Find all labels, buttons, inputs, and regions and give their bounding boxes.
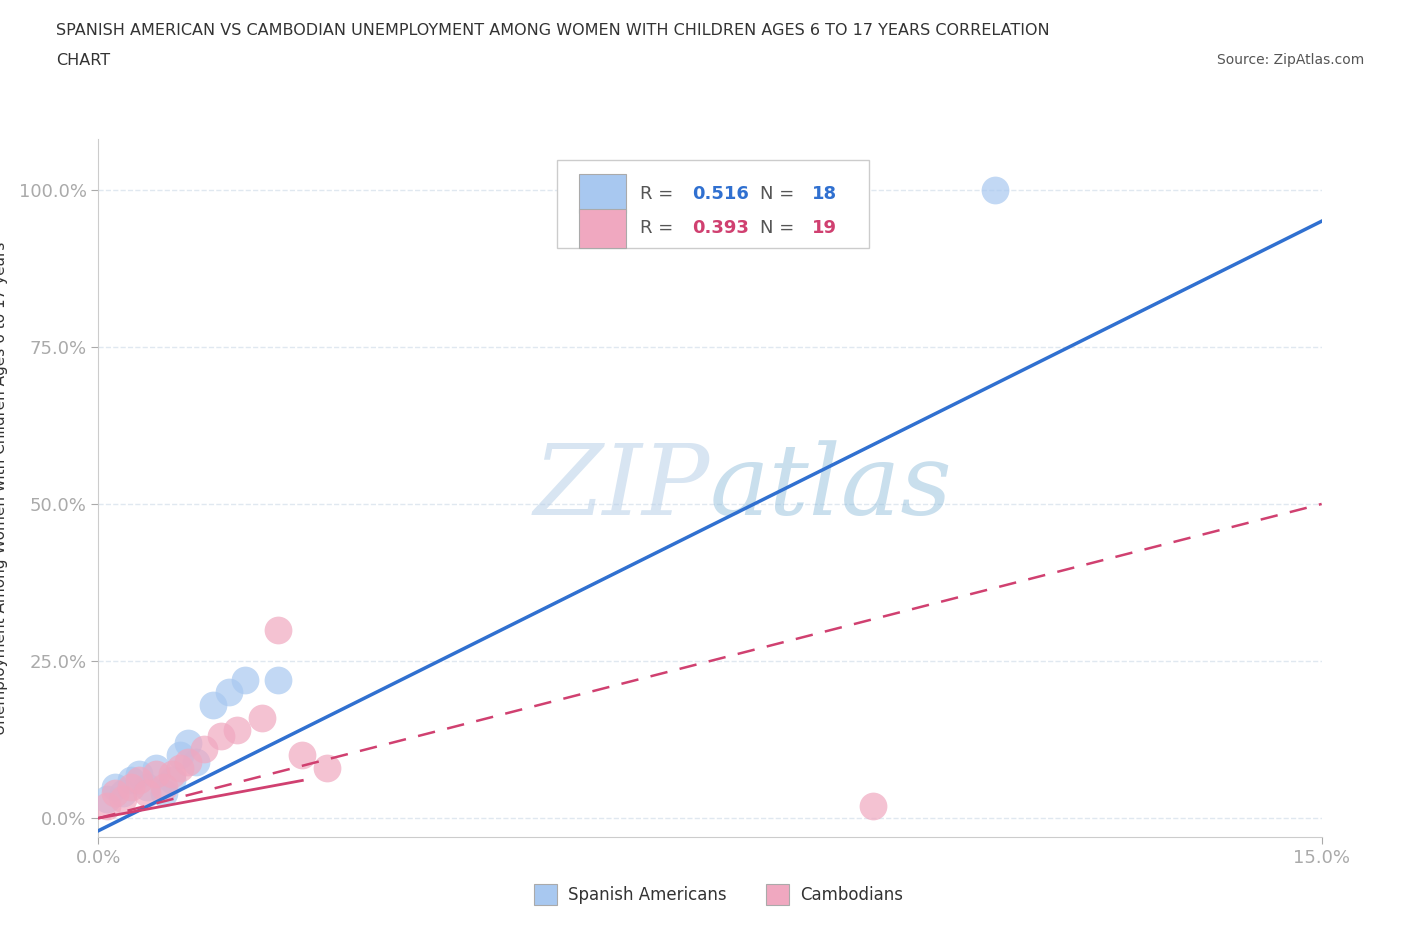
- Text: 18: 18: [811, 184, 837, 203]
- Text: CHART: CHART: [56, 53, 110, 68]
- FancyBboxPatch shape: [557, 161, 869, 247]
- Text: Spanish Americans: Spanish Americans: [568, 885, 727, 904]
- Point: [128, 773, 150, 788]
- Point: [160, 773, 183, 788]
- Point: [96, 798, 118, 813]
- Text: Source: ZipAtlas.com: Source: ZipAtlas.com: [1216, 53, 1364, 67]
- Point: [120, 779, 142, 794]
- Point: [152, 779, 174, 794]
- Point: [267, 672, 290, 687]
- Point: [233, 672, 256, 687]
- Text: Cambodians: Cambodians: [800, 885, 903, 904]
- Point: [136, 779, 159, 794]
- Point: [186, 754, 208, 769]
- Text: N =: N =: [761, 219, 800, 237]
- Point: [267, 622, 290, 637]
- Point: [169, 748, 191, 763]
- Point: [120, 773, 142, 788]
- Point: [96, 791, 118, 806]
- Point: [177, 736, 200, 751]
- Text: R =: R =: [640, 219, 679, 237]
- Point: [201, 698, 224, 712]
- Point: [862, 798, 884, 813]
- Text: ZIP: ZIP: [534, 441, 710, 536]
- Text: atlas: atlas: [710, 441, 953, 536]
- Text: 19: 19: [811, 219, 837, 237]
- Point: [218, 685, 240, 700]
- Point: [315, 761, 337, 776]
- Point: [193, 741, 215, 756]
- Point: [984, 182, 1007, 197]
- Point: [104, 786, 127, 801]
- Text: SPANISH AMERICAN VS CAMBODIAN UNEMPLOYMENT AMONG WOMEN WITH CHILDREN AGES 6 TO 1: SPANISH AMERICAN VS CAMBODIAN UNEMPLOYME…: [56, 23, 1050, 38]
- Point: [136, 786, 159, 801]
- Point: [226, 723, 249, 737]
- Text: R =: R =: [640, 184, 679, 203]
- Point: [111, 786, 134, 801]
- Text: N =: N =: [761, 184, 800, 203]
- Point: [160, 766, 183, 781]
- FancyBboxPatch shape: [579, 175, 626, 213]
- Point: [291, 748, 314, 763]
- Point: [177, 754, 200, 769]
- Text: 0.393: 0.393: [692, 219, 748, 237]
- Point: [128, 766, 150, 781]
- Point: [145, 766, 167, 781]
- Point: [780, 182, 803, 197]
- Point: [152, 786, 174, 801]
- Point: [250, 711, 273, 725]
- Point: [111, 791, 134, 806]
- Point: [209, 729, 232, 744]
- FancyBboxPatch shape: [579, 209, 626, 247]
- Point: [104, 779, 127, 794]
- Text: 0.516: 0.516: [692, 184, 748, 203]
- Y-axis label: Unemployment Among Women with Children Ages 6 to 17 years: Unemployment Among Women with Children A…: [0, 242, 7, 735]
- Point: [145, 761, 167, 776]
- Point: [169, 761, 191, 776]
